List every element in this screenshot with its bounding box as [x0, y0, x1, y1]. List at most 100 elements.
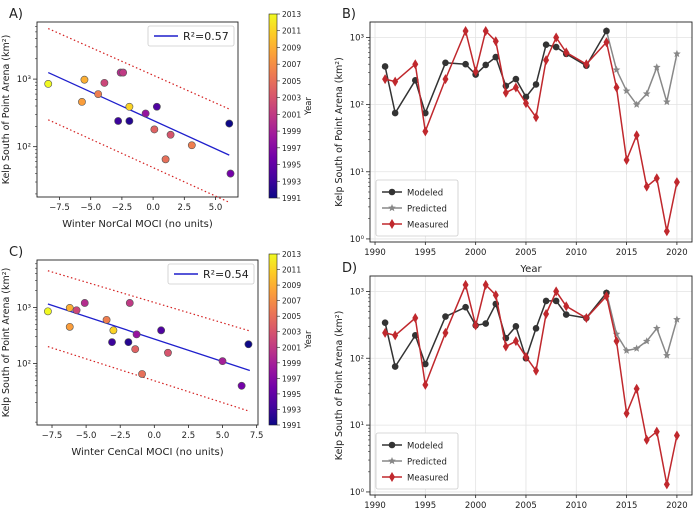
measured-marker	[412, 59, 419, 70]
measured-marker	[412, 313, 419, 324]
y-tick-label: 10³	[350, 33, 364, 43]
modeled-marker	[482, 320, 490, 327]
data-point	[125, 102, 134, 111]
legend-label: R²=0.57	[183, 30, 229, 43]
x-tick-label: 2015	[616, 501, 638, 510]
modeled-marker	[391, 109, 399, 117]
panel-label: B)	[342, 7, 356, 22]
series-modeled	[381, 289, 610, 370]
measured-marker	[512, 336, 519, 347]
data-point	[65, 322, 74, 331]
colorbar-tick-label: 2011	[282, 266, 301, 275]
colorbar-tick-label: 2005	[282, 312, 301, 321]
colorbar-tick-label: 1999	[282, 359, 301, 368]
modeled-marker	[492, 53, 500, 61]
predicted-marker	[388, 204, 396, 212]
predicted-line	[605, 30, 678, 106]
data-point	[109, 326, 118, 335]
legend-box	[167, 263, 255, 285]
x-tick-label: 2015	[616, 248, 638, 258]
measured-marker	[623, 408, 630, 419]
predicted-marker	[663, 351, 671, 359]
data-point	[78, 97, 86, 106]
modeled-marker	[482, 61, 490, 69]
predicted-marker	[622, 86, 631, 95]
y-tick-label: 10⁰	[350, 488, 365, 498]
x-tick-label: 2010	[565, 501, 587, 510]
colorbar-tick-label: 1991	[282, 194, 301, 203]
data-point	[166, 130, 175, 139]
measured-marker	[653, 173, 660, 184]
upper-prediction-band	[47, 270, 250, 332]
predicted-marker	[642, 337, 651, 345]
colorbar-bar	[268, 253, 278, 426]
x-tick-label: 1990	[364, 248, 386, 258]
measured-marker	[673, 430, 680, 441]
colorbar-tick-label: 2001	[282, 110, 301, 119]
predicted-marker	[673, 49, 681, 58]
modeled-marker	[388, 188, 396, 196]
colorbar-tick-label: 1995	[282, 390, 301, 399]
data-point	[114, 117, 123, 125]
measured-marker	[533, 365, 540, 376]
measured-marker	[482, 25, 489, 36]
data-point	[237, 381, 246, 390]
measured-marker	[382, 327, 389, 338]
colorbar-tick-label: 2005	[282, 77, 301, 86]
legend-box	[147, 25, 235, 47]
data-point	[157, 326, 166, 335]
data-point	[124, 338, 133, 347]
data-point	[218, 357, 227, 366]
x-tick-label: 2020	[666, 501, 688, 510]
measured-marker	[462, 279, 469, 290]
measured-marker	[422, 379, 429, 390]
predicted-marker	[673, 315, 681, 323]
y-tick-label: 10¹	[350, 168, 364, 178]
predicted-marker	[388, 457, 396, 465]
legend-label: Measured	[407, 474, 449, 484]
y-tick-label: 10²	[17, 143, 31, 153]
x-axis-label: Winter CenCal MOCI (no units)	[71, 447, 223, 458]
legend-label: Modeled	[407, 189, 443, 199]
x-tick-label: −7.5	[42, 431, 63, 441]
x-tick-label: −2.5	[110, 431, 131, 441]
measured-marker	[623, 154, 630, 165]
colorbar-tick-label: 2003	[282, 328, 301, 337]
x-tick-label: 2000	[465, 501, 487, 510]
x-tick-label: 0.0	[148, 431, 162, 441]
data-point	[125, 299, 134, 307]
y-tick-label: 10⁰	[350, 235, 365, 245]
measured-marker	[673, 177, 680, 188]
colorbar: 1991 1993 1995 1997 1999 2001 2003 2005 2007 2009…	[268, 10, 314, 203]
predicted-marker	[622, 346, 631, 354]
measured-marker	[553, 286, 560, 297]
x-tick-label: 2005	[515, 248, 537, 258]
measured-marker	[663, 479, 670, 490]
colorbar-tick-label: 2011	[282, 27, 301, 36]
lower-prediction-band	[47, 119, 230, 203]
x-axis-label: Year	[519, 264, 542, 275]
colorbar-tick-label: 2007	[282, 297, 301, 306]
lower-prediction-band	[47, 346, 250, 412]
colorbar-label: Year	[304, 330, 314, 350]
colorbar-tick-label: 1991	[282, 421, 301, 430]
data-point	[80, 75, 89, 84]
predicted-marker	[663, 97, 671, 106]
y-tick-label: 10²	[17, 359, 31, 369]
legend-label: Predicted	[407, 205, 447, 215]
panel-label: D)	[342, 261, 357, 276]
colorbar-tick-label: 1993	[282, 177, 301, 186]
colorbar-tick-label: 2009	[282, 281, 301, 290]
series-predicted	[602, 288, 681, 359]
measured-marker	[492, 290, 499, 301]
data-point	[164, 348, 172, 357]
axes-frame	[36, 259, 259, 426]
modeled-marker	[542, 297, 550, 305]
y-axis-label: Kelp South of Point Arena (km²)	[1, 268, 12, 418]
predicted-marker	[652, 324, 661, 332]
y-tick-label: 10¹	[350, 421, 364, 431]
y-axis-label: Kelp South of Point Arena (km²)	[334, 57, 345, 207]
axes-frame	[36, 21, 239, 198]
x-tick-label: 7.5	[250, 431, 264, 441]
y-tick-label: 10²	[350, 101, 364, 111]
